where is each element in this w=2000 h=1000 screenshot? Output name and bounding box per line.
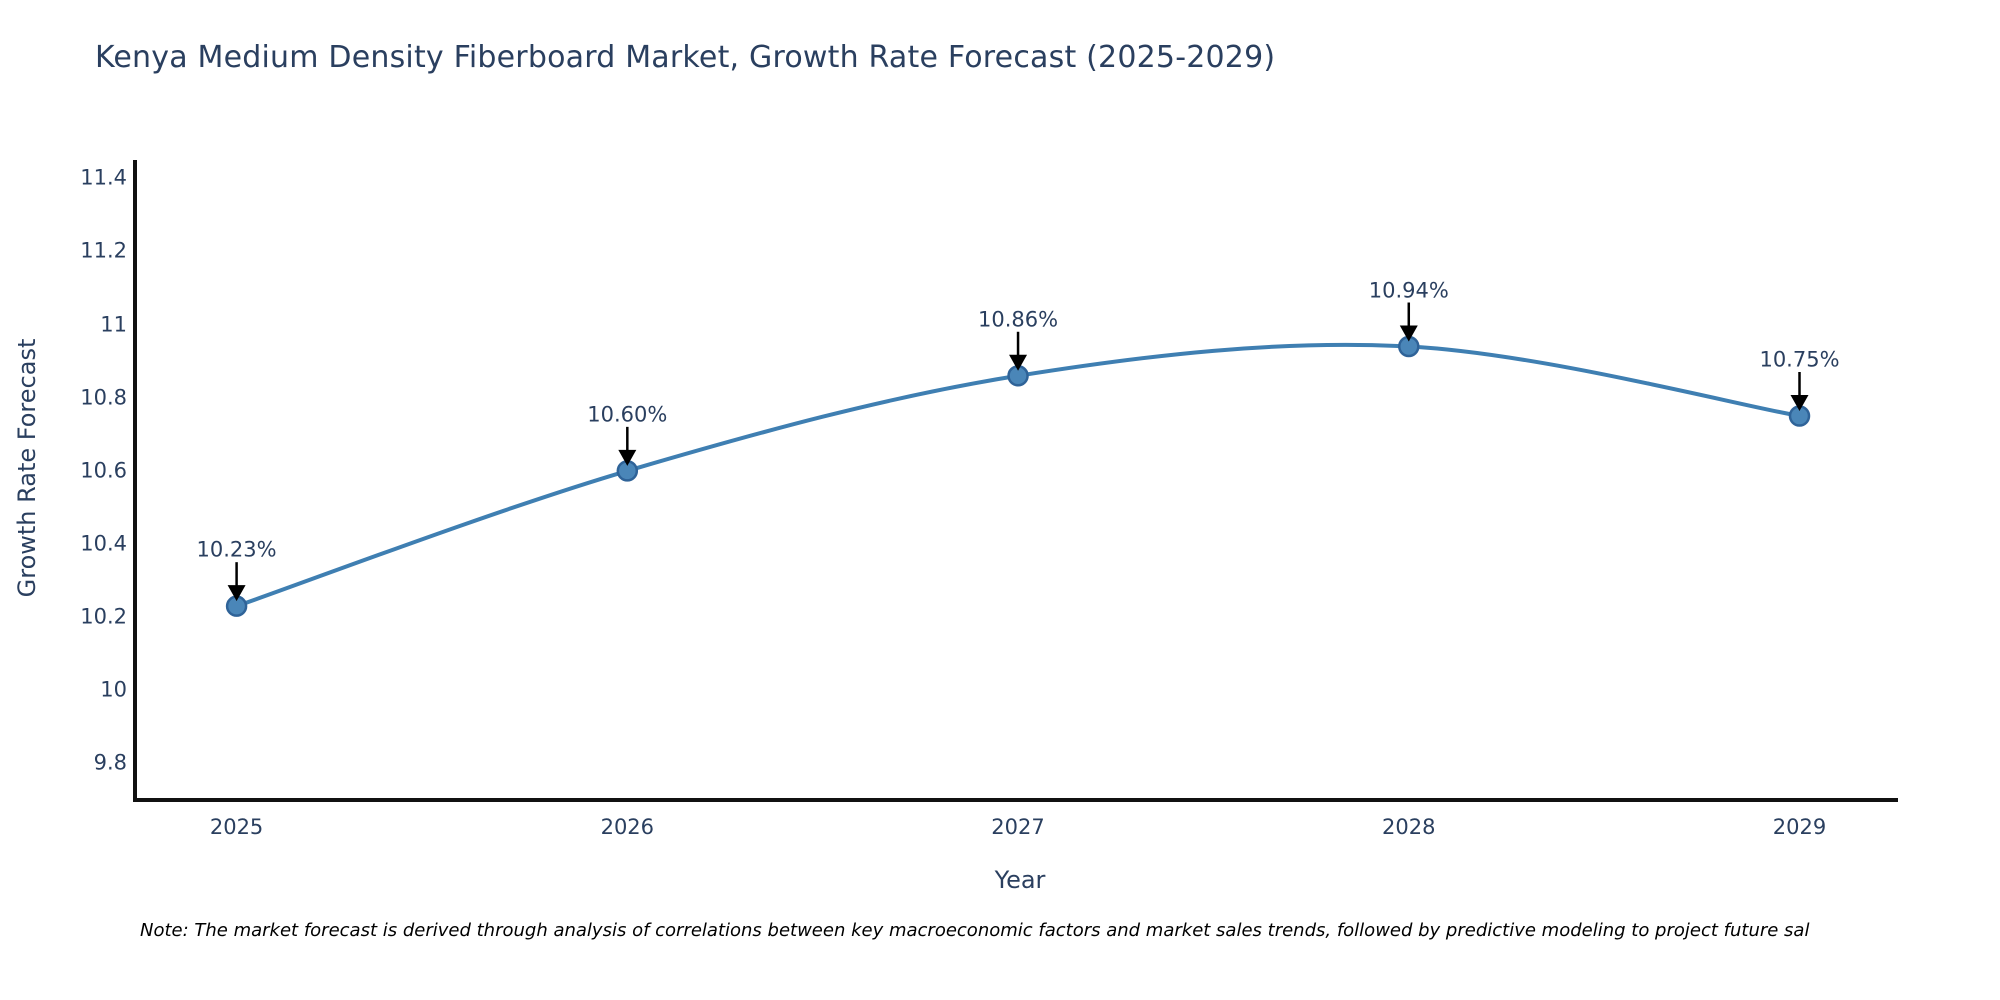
annotation-arrow-head: [227, 585, 246, 602]
x-tick-label: 2029: [1772, 815, 1827, 839]
annotation-arrow-head: [618, 449, 637, 466]
annotation-arrow-head: [1790, 395, 1809, 411]
y-tick-label: 10.2: [80, 604, 127, 629]
x-tick-label: 2028: [1382, 815, 1436, 839]
point-value-label: 10.23%: [196, 537, 277, 562]
point-value-label: 10.94%: [1368, 278, 1449, 302]
y-tick-label: 10.6: [80, 458, 127, 483]
point-value-label: 10.60%: [587, 402, 668, 427]
y-tick-label: 11.2: [80, 238, 127, 263]
x-tick-label: 2026: [600, 815, 655, 839]
y-tick-label: 10.4: [80, 531, 127, 556]
y-tick-label: 10.8: [80, 385, 127, 410]
annotation-arrow-head: [1399, 325, 1418, 342]
y-axis-title: Growth Rate Forecast: [13, 338, 41, 598]
y-tick-label: 11: [100, 312, 127, 337]
y-tick-label: 9.8: [93, 750, 127, 775]
x-tick-label: 2027: [991, 815, 1045, 839]
annotation-arrow-head: [1009, 354, 1028, 371]
point-value-label: 10.86%: [977, 307, 1059, 332]
x-axis-title: Year: [994, 866, 1046, 894]
x-tick-label: 2025: [209, 815, 264, 839]
chart-title: Kenya Medium Density Fiberboard Market, …: [95, 40, 1276, 75]
footnote-text: Note: The market forecast is derived thr…: [140, 920, 1810, 941]
y-tick-label: 10: [100, 677, 127, 702]
point-value-label: 10.75%: [1759, 347, 1840, 372]
y-tick-label: 11.4: [80, 165, 127, 190]
